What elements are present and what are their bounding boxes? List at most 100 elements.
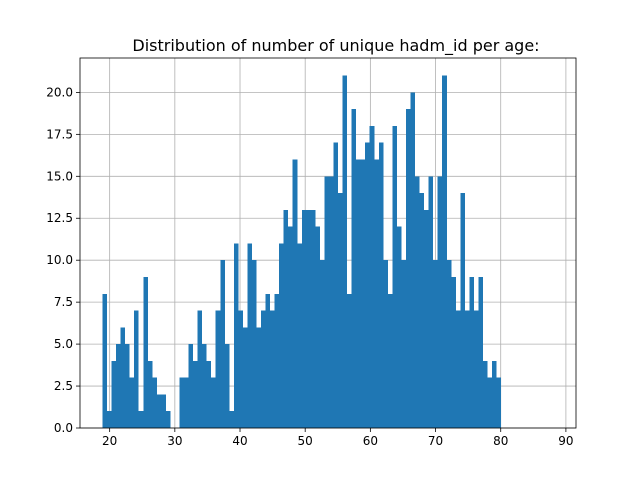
histogram-bar: [202, 344, 207, 428]
histogram-bar: [238, 310, 243, 428]
histogram-bar: [288, 226, 293, 428]
histogram-bar: [193, 360, 198, 428]
histogram-bar: [396, 226, 402, 428]
histogram-bar: [306, 209, 311, 428]
histogram-bar: [356, 159, 361, 428]
histogram-bar: [283, 209, 289, 428]
histogram-bar: [451, 276, 456, 428]
histogram-bar: [156, 394, 162, 428]
histogram-bar: [460, 193, 465, 428]
histogram-bar: [333, 142, 339, 428]
y-tick-label: 2.5: [54, 379, 73, 393]
histogram-bar: [265, 293, 271, 428]
histogram-bar: [378, 142, 384, 428]
histogram-bar: [116, 344, 121, 428]
histogram-bar: [206, 360, 212, 428]
histogram-bar: [351, 109, 357, 428]
y-tick-label: 7.5: [54, 295, 73, 309]
histogram-bar: [324, 176, 329, 428]
histogram-bar: [446, 260, 452, 428]
histogram-bar: [220, 260, 225, 428]
histogram-bar: [310, 209, 316, 428]
histogram-bar: [433, 260, 438, 428]
histogram-bar: [437, 176, 443, 428]
histogram-bar: [469, 276, 474, 428]
y-tick-label: 12.5: [46, 211, 73, 225]
histogram-bar: [102, 293, 108, 428]
x-tick-label: 80: [493, 434, 508, 448]
histogram-bar: [242, 327, 248, 428]
histogram-bar: [251, 260, 257, 428]
histogram-bar: [360, 159, 366, 428]
histogram-bar: [338, 193, 343, 428]
histogram-bar: [301, 209, 307, 428]
histogram-bar: [129, 377, 135, 428]
x-tick-label: 20: [102, 434, 117, 448]
histogram-bar: [297, 243, 302, 428]
x-tick-label: 90: [558, 434, 573, 448]
histogram-bar: [387, 293, 393, 428]
histogram-bar: [405, 109, 411, 428]
chart-title: Distribution of number of unique hadm_id…: [132, 36, 539, 56]
bars-layer: [102, 75, 502, 429]
histogram-bar: [496, 377, 502, 428]
histogram-bar: [120, 327, 126, 428]
histogram-bar: [401, 260, 406, 428]
histogram-bar: [473, 310, 479, 428]
histogram-bar: [256, 327, 262, 428]
y-tick-label: 15.0: [46, 169, 73, 183]
histogram-bar: [261, 310, 266, 428]
x-tick-label: 40: [232, 434, 247, 448]
histogram-bar: [392, 125, 397, 429]
histogram-bar: [233, 243, 239, 428]
y-tick-label: 5.0: [54, 337, 73, 351]
histogram-bar: [229, 411, 234, 428]
axes-frame: [79, 57, 577, 429]
histogram-bar: [455, 310, 461, 428]
histogram-bar: [107, 411, 112, 428]
histogram-bar: [247, 243, 252, 428]
histogram-bar: [152, 377, 157, 428]
histogram-bar: [211, 377, 216, 428]
histogram-bar: [328, 176, 334, 428]
histogram-bar: [342, 75, 348, 428]
histogram-bar: [111, 360, 117, 428]
histogram-bar: [179, 377, 185, 428]
histogram-bar: [383, 260, 388, 428]
x-tick-label: 70: [428, 434, 443, 448]
histogram-bar: [347, 293, 352, 428]
y-tick-label: 0.0: [54, 421, 73, 435]
histogram-bar: [315, 226, 320, 428]
histogram-bar: [188, 344, 194, 428]
histogram-bar: [184, 377, 189, 428]
y-tick-label: 20.0: [46, 85, 73, 99]
histogram-bar: [274, 293, 280, 428]
x-tick-label: 30: [167, 434, 182, 448]
y-tick-label: 10.0: [46, 253, 73, 267]
histogram-bar: [125, 344, 130, 428]
histogram-bar: [292, 159, 298, 428]
histogram-bar: [442, 75, 447, 428]
histogram-bar: [487, 377, 493, 428]
histogram-bar: [410, 92, 416, 428]
histogram-bar: [492, 360, 497, 428]
histogram-bar: [415, 176, 420, 428]
histogram-bar: [419, 193, 425, 428]
axes-layer: 20 30 40 50 60 70 80 90 0.0 2.5 5.0 7.5 10.0 12.5 15.0…: [46, 57, 577, 448]
histogram-bar: [147, 360, 153, 428]
x-tick-label: 50: [298, 434, 313, 448]
histogram-bar: [270, 310, 275, 428]
histogram-bar: [478, 276, 483, 428]
x-tick-label: 60: [363, 434, 378, 448]
histogram-bar: [161, 394, 166, 428]
histogram-bar: [365, 142, 370, 428]
histogram-bar: [224, 344, 230, 428]
histogram-bar: [428, 176, 434, 428]
histogram-bar: [138, 411, 144, 428]
histogram-bar: [464, 310, 470, 428]
histogram-bar: [134, 310, 139, 428]
histogram-bar: [424, 209, 429, 428]
histogram-bar: [215, 310, 221, 428]
